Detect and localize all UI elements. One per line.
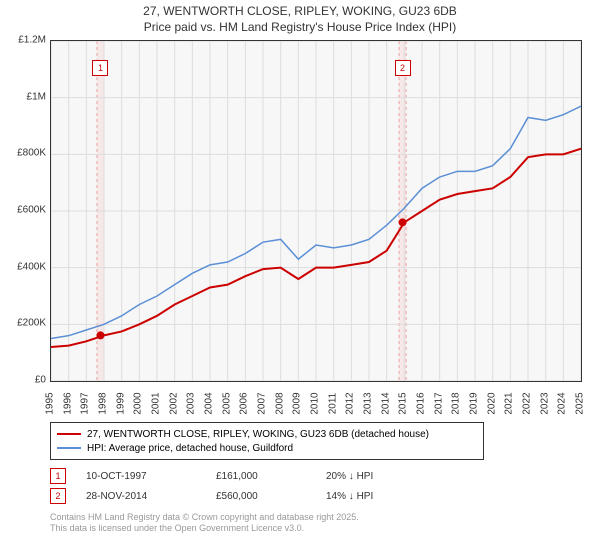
x-axis-label: 2016 [416,392,427,414]
footer: Contains HM Land Registry data © Crown c… [50,512,359,534]
y-axis-label: £0 [35,375,46,386]
x-axis-label: 2022 [522,392,533,414]
chart-title: 27, WENTWORTH CLOSE, RIPLEY, WOKING, GU2… [0,0,600,35]
legend-label: HPI: Average price, detached house, Guil… [87,443,293,454]
legend-item: 27, WENTWORTH CLOSE, RIPLEY, WOKING, GU2… [57,427,477,441]
x-axis-label: 2024 [557,392,568,414]
x-axis-label: 1999 [115,392,126,414]
x-axis-label: 2023 [539,392,550,414]
y-axis-label: £1.2M [18,35,46,46]
x-axis-label: 2000 [133,392,144,414]
plot-area [50,40,582,382]
x-axis-label: 2005 [221,392,232,414]
y-axis-label: £400K [17,261,46,272]
transaction-table: 1 10-OCT-1997£161,00020% ↓ HPI 2 28-NOV-201… [50,466,446,506]
legend-swatch [57,433,81,435]
title-line-2: Price paid vs. HM Land Registry's House … [0,20,600,36]
x-axis-label: 2018 [451,392,462,414]
transaction-pct: 20% ↓ HPI [326,471,446,482]
transaction-row: 2 28-NOV-2014£560,00014% ↓ HPI [50,486,446,506]
x-axis-label: 2013 [363,392,374,414]
transaction-price: £161,000 [216,471,326,482]
x-axis-label: 2011 [327,393,338,415]
x-axis-label: 1997 [80,392,91,414]
legend-swatch [57,447,81,449]
x-axis-label: 2021 [504,392,515,414]
y-axis-label: £1M [27,91,46,102]
transaction-date: 10-OCT-1997 [86,471,216,482]
x-axis-label: 1995 [45,392,56,414]
y-axis-label: £600K [17,205,46,216]
x-axis-label: 2003 [186,392,197,414]
footer-line-2: This data is licensed under the Open Gov… [50,523,359,534]
x-axis-label: 2010 [310,392,321,414]
y-axis-label: £800K [17,148,46,159]
title-line-1: 27, WENTWORTH CLOSE, RIPLEY, WOKING, GU2… [0,4,600,20]
x-axis-label: 2001 [151,392,162,414]
x-axis-label: 2007 [257,392,268,414]
legend-item: HPI: Average price, detached house, Guil… [57,441,477,455]
marker-index-box: 1 [92,60,108,76]
marker-index-box: 2 [395,60,411,76]
y-axis-label: £200K [17,318,46,329]
x-axis-label: 2019 [469,392,480,414]
transaction-date: 28-NOV-2014 [86,491,216,502]
transaction-index: 1 [50,468,66,484]
x-axis-label: 2020 [486,392,497,414]
x-axis-label: 2015 [398,392,409,414]
x-axis-label: 2008 [274,392,285,414]
x-axis-label: 1996 [62,392,73,414]
transaction-index: 2 [50,488,66,504]
x-axis-label: 2025 [575,392,586,414]
transaction-row: 1 10-OCT-1997£161,00020% ↓ HPI [50,466,446,486]
x-axis-label: 2009 [292,392,303,414]
x-axis-label: 2017 [433,392,444,414]
x-axis-label: 2014 [380,392,391,414]
transaction-pct: 14% ↓ HPI [326,491,446,502]
plot-svg [51,41,581,381]
x-axis-label: 2004 [204,392,215,414]
x-axis-label: 1998 [98,392,109,414]
x-axis-label: 2002 [168,392,179,414]
x-axis-label: 2012 [345,392,356,414]
chart-container: 27, WENTWORTH CLOSE, RIPLEY, WOKING, GU2… [0,0,600,560]
x-axis-label: 2006 [239,392,250,414]
legend-label: 27, WENTWORTH CLOSE, RIPLEY, WOKING, GU2… [87,429,429,440]
chart-area: £0£200K£400K£600K£800K£1M£1.2M1995199619… [50,40,580,400]
legend: 27, WENTWORTH CLOSE, RIPLEY, WOKING, GU2… [50,422,484,460]
footer-line-1: Contains HM Land Registry data © Crown c… [50,512,359,523]
transaction-price: £560,000 [216,491,326,502]
